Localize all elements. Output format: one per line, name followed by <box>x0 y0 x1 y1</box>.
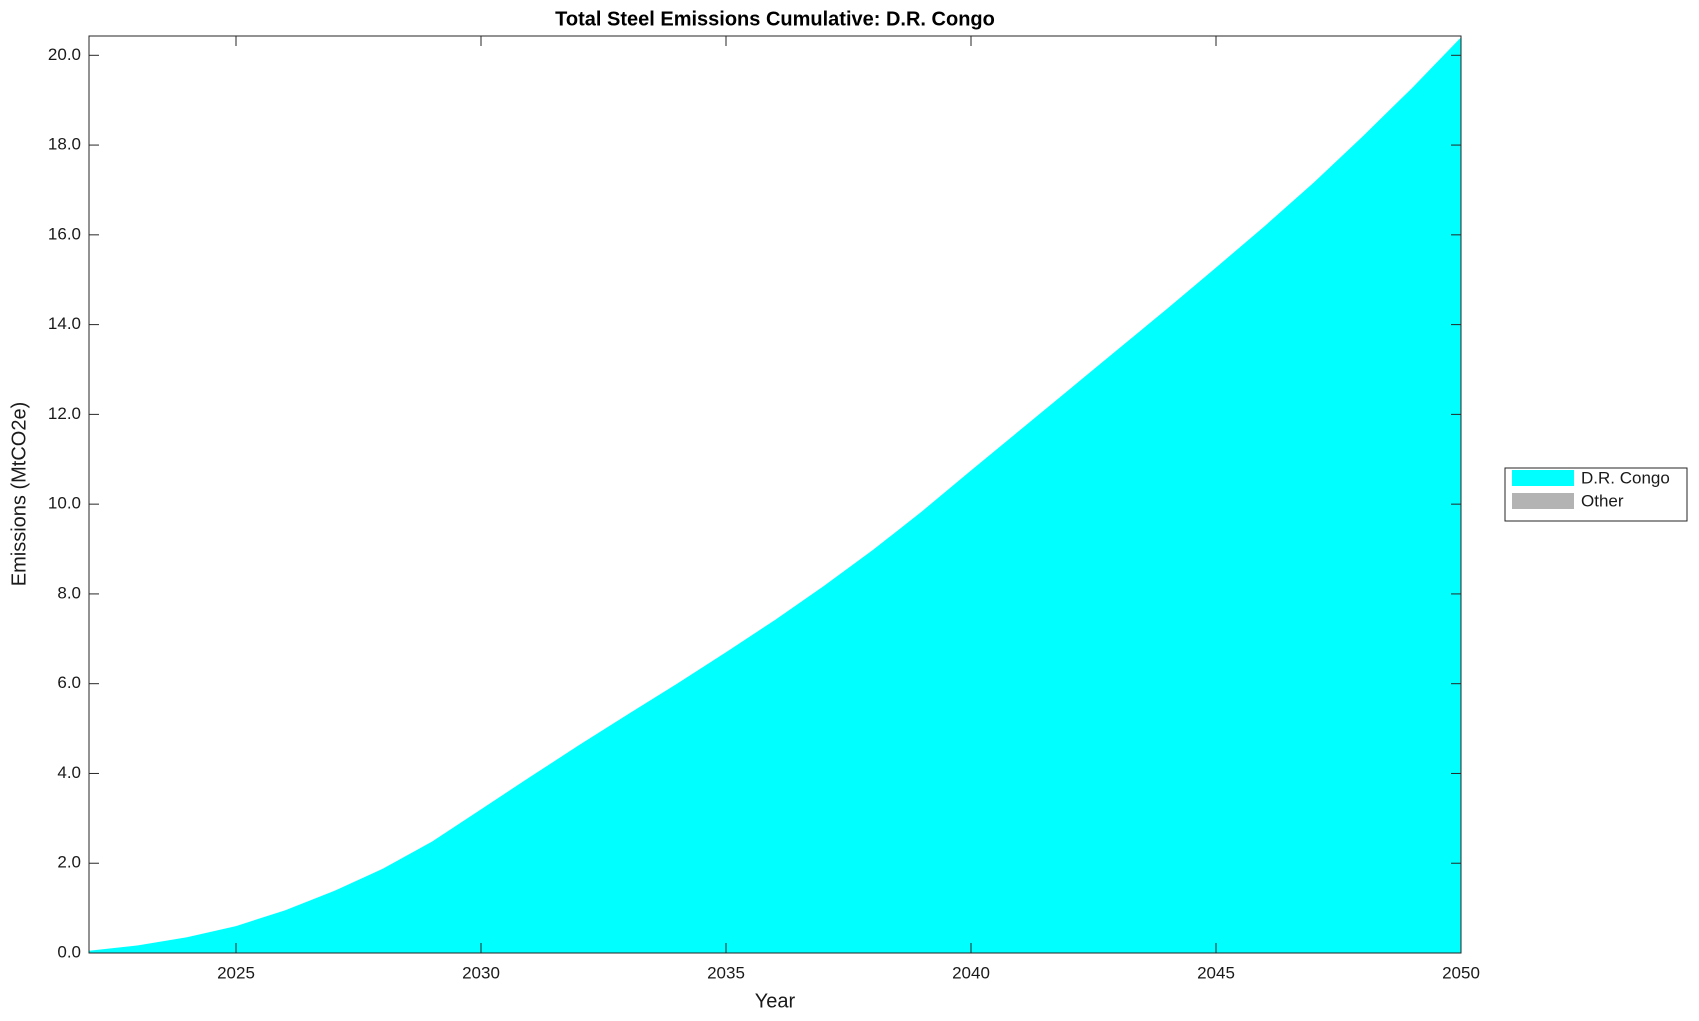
legend-swatch <box>1512 470 1574 486</box>
area <box>89 37 1461 953</box>
y-tick-label: 8.0 <box>57 583 81 602</box>
x-tick-label: 2050 <box>1442 963 1480 982</box>
y-tick-label: 6.0 <box>57 673 81 692</box>
x-tick-label: 2035 <box>707 963 745 982</box>
x-tick-label: 2025 <box>217 963 255 982</box>
legend-label: Other <box>1581 491 1624 510</box>
y-tick-label: 18.0 <box>48 135 81 154</box>
y-tick-label: 4.0 <box>57 763 81 782</box>
y-tick-label: 20.0 <box>48 45 81 64</box>
y-tick-label: 14.0 <box>48 314 81 333</box>
x-tick-label: 2040 <box>952 963 990 982</box>
y-tick-label: 2.0 <box>57 853 81 872</box>
legend-label: D.R. Congo <box>1581 468 1670 487</box>
x-axis-label: Year <box>755 990 796 1012</box>
y-tick-label: 0.0 <box>57 942 81 961</box>
y-tick-label: 16.0 <box>48 224 81 243</box>
y-tick-label: 12.0 <box>48 404 81 423</box>
areas <box>89 37 1461 953</box>
legend-swatch <box>1512 493 1574 509</box>
axes-box <box>88 35 1462 954</box>
x-tick-label: 2030 <box>462 963 500 982</box>
y-tick-label: 10.0 <box>48 494 81 513</box>
chart-title: Total Steel Emissions Cumulative: D.R. C… <box>555 8 995 30</box>
x-tick-label: 2045 <box>1197 963 1235 982</box>
y-axis-label: Emissions (MtCO2e) <box>8 402 30 586</box>
